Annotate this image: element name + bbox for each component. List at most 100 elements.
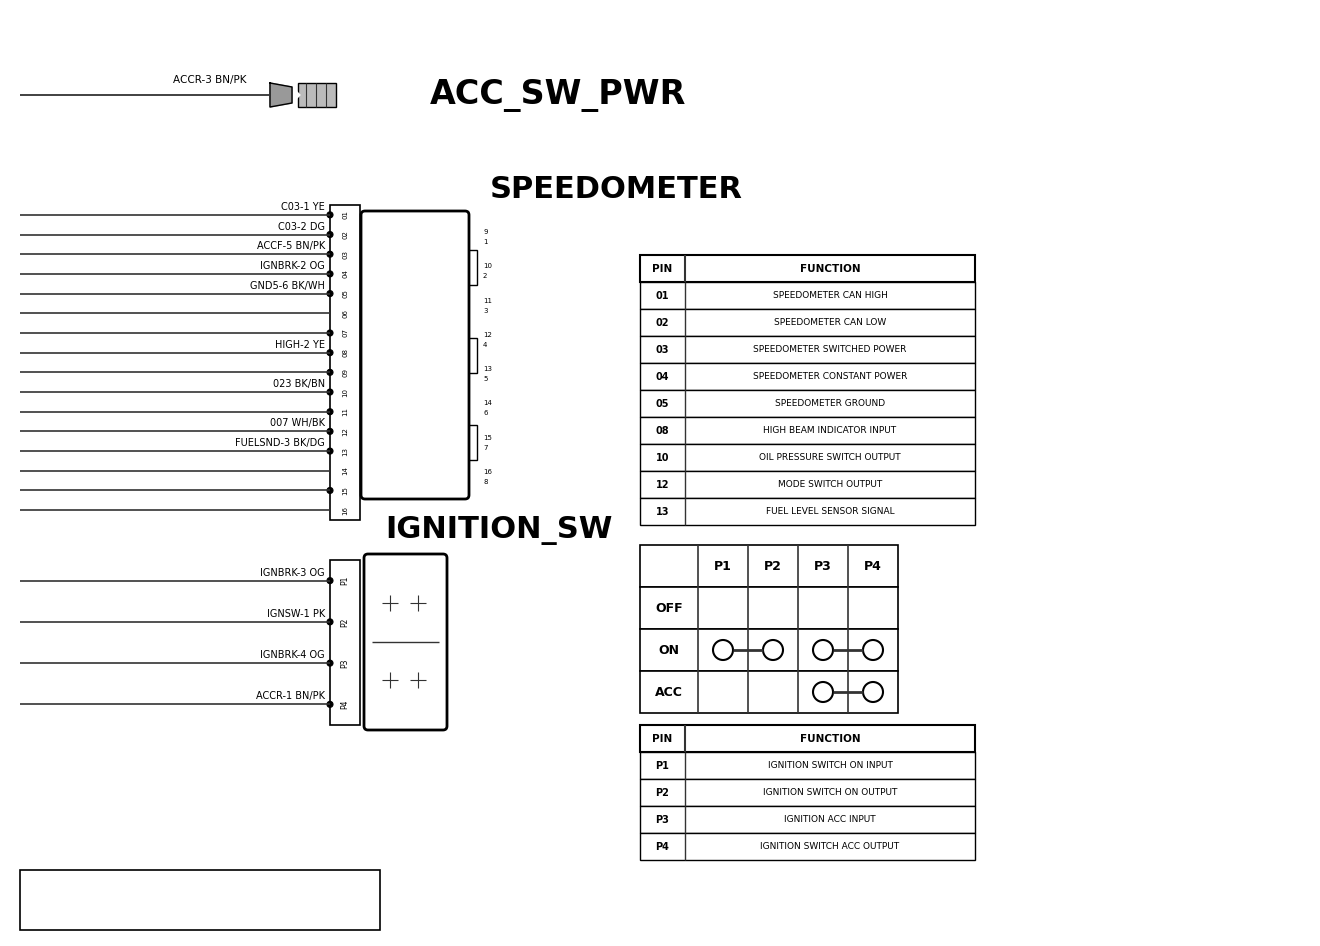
Circle shape: [384, 297, 403, 315]
Text: HIGH-2 YE: HIGH-2 YE: [275, 340, 325, 350]
Text: P4: P4: [656, 842, 669, 851]
Bar: [20, 870, 380, 930]
Circle shape: [384, 228, 403, 246]
Text: 01: 01: [656, 290, 669, 301]
Text: SPEEDOMETER CONSTANT POWER: SPEEDOMETER CONSTANT POWER: [752, 372, 907, 381]
Text: C03-2 DG: C03-2 DG: [279, 221, 325, 232]
Text: 6: 6: [483, 411, 487, 416]
Text: FUELSND-3 BK/DG: FUELSND-3 BK/DG: [235, 438, 325, 448]
Bar: [298, 83, 337, 107]
Text: P2: P2: [764, 559, 781, 572]
Circle shape: [713, 640, 733, 660]
Bar: [640, 629, 898, 671]
Bar: [463, 338, 477, 373]
Bar: [640, 671, 898, 713]
Text: PIN: PIN: [652, 733, 673, 744]
Circle shape: [327, 660, 333, 666]
Text: 13: 13: [656, 506, 669, 517]
Text: FUNCTION: FUNCTION: [800, 264, 861, 273]
Circle shape: [327, 448, 333, 454]
Text: P3: P3: [656, 815, 669, 825]
Text: IGNSW-1 PK: IGNSW-1 PK: [267, 609, 325, 619]
Circle shape: [414, 228, 432, 246]
Text: SPEEDOMETER GROUND: SPEEDOMETER GROUND: [775, 399, 886, 408]
Text: ACCR-3 BN/PK: ACCR-3 BN/PK: [173, 75, 247, 85]
Bar: [640, 833, 975, 860]
Bar: [463, 425, 477, 460]
Text: 14: 14: [483, 400, 492, 407]
Text: P1: P1: [656, 761, 669, 770]
Circle shape: [327, 271, 333, 277]
Text: ACCF-5 BN/PK: ACCF-5 BN/PK: [257, 241, 325, 252]
Text: 05: 05: [342, 289, 348, 298]
Text: 023 BK/BN: 023 BK/BN: [273, 379, 325, 389]
Text: 12: 12: [342, 427, 348, 436]
Circle shape: [327, 350, 333, 356]
Circle shape: [384, 468, 403, 486]
Text: 10: 10: [342, 388, 348, 396]
Circle shape: [384, 399, 403, 417]
Text: 16: 16: [483, 469, 492, 475]
Circle shape: [384, 262, 403, 280]
Circle shape: [813, 682, 833, 702]
Bar: [330, 560, 360, 725]
Circle shape: [863, 682, 883, 702]
Bar: [640, 417, 975, 444]
Bar: [640, 725, 975, 752]
Text: 08: 08: [342, 348, 348, 358]
Text: 1: 1: [483, 239, 487, 245]
Bar: [640, 336, 975, 363]
Text: IGNITION_SW: IGNITION_SW: [385, 516, 612, 545]
Text: ACCR-1 BN/PK: ACCR-1 BN/PK: [256, 692, 325, 701]
Circle shape: [384, 331, 403, 349]
Bar: [640, 363, 975, 390]
Text: IGNBRK-3 OG: IGNBRK-3 OG: [260, 568, 325, 578]
Text: OFF: OFF: [655, 602, 682, 615]
Text: 14: 14: [342, 466, 348, 475]
Bar: [640, 779, 975, 806]
Circle shape: [327, 290, 333, 297]
Text: 11: 11: [483, 298, 492, 304]
Circle shape: [813, 640, 833, 660]
Bar: [640, 282, 975, 309]
Text: P1: P1: [714, 559, 731, 572]
Circle shape: [414, 468, 432, 486]
Circle shape: [414, 365, 432, 383]
Text: 2: 2: [483, 273, 487, 279]
Circle shape: [327, 252, 333, 257]
Circle shape: [327, 389, 333, 395]
Text: GND5-6 BK/WH: GND5-6 BK/WH: [249, 281, 325, 290]
Text: P4: P4: [341, 700, 350, 710]
Circle shape: [327, 409, 333, 414]
Circle shape: [327, 232, 333, 237]
Bar: [640, 444, 975, 471]
Bar: [640, 309, 975, 336]
Bar: [407, 591, 430, 615]
Bar: [640, 752, 975, 779]
FancyBboxPatch shape: [364, 554, 447, 730]
Text: ON: ON: [659, 643, 680, 657]
Text: P3: P3: [341, 658, 350, 668]
Text: P3: P3: [814, 559, 832, 572]
Circle shape: [327, 212, 333, 218]
Bar: [640, 545, 898, 587]
Circle shape: [384, 365, 403, 383]
Text: 7: 7: [483, 445, 487, 450]
Polygon shape: [271, 83, 292, 107]
Text: 12: 12: [483, 332, 492, 338]
Text: 10: 10: [656, 452, 669, 463]
Bar: [640, 255, 975, 282]
FancyBboxPatch shape: [360, 211, 469, 499]
Circle shape: [863, 640, 883, 660]
Text: 15: 15: [483, 435, 492, 441]
Text: 04: 04: [656, 372, 669, 381]
Text: IGNITION SWITCH ACC OUTPUT: IGNITION SWITCH ACC OUTPUT: [760, 842, 899, 851]
Text: C03-1 YE: C03-1 YE: [281, 201, 325, 212]
Text: P4: P4: [865, 559, 882, 572]
Circle shape: [327, 701, 333, 708]
Text: IGNBRK-4 OG: IGNBRK-4 OG: [260, 650, 325, 660]
Text: 03: 03: [342, 250, 348, 258]
Text: 07: 07: [342, 328, 348, 338]
Text: 13: 13: [342, 447, 348, 456]
Circle shape: [327, 578, 333, 584]
